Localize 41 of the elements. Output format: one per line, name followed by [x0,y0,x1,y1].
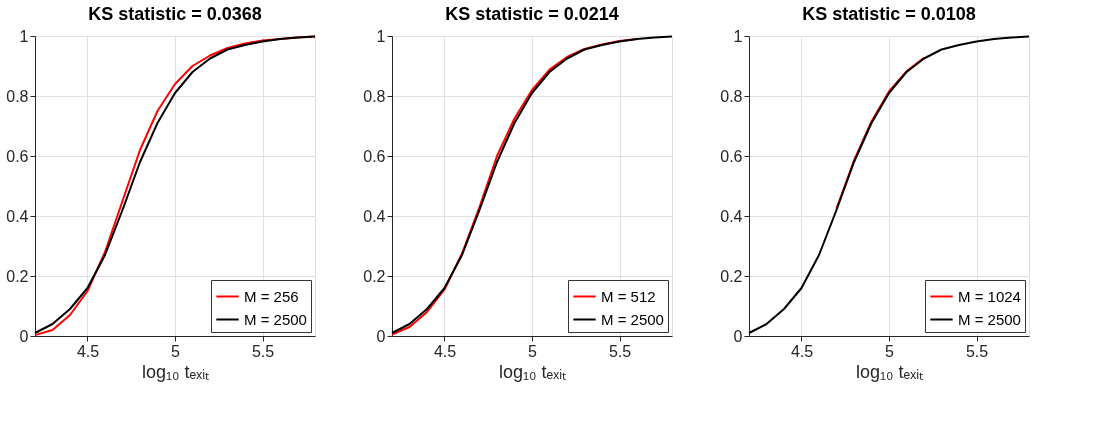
y-tick-label: 0 [733,327,743,345]
y-tick-label: 0.8 [6,87,29,105]
y-tick-label: 1 [19,27,29,45]
chart-title: KS statistic = 0.0368 [88,4,262,24]
y-tick-label: 0.4 [363,207,386,225]
legend-label: M = 256 [244,287,299,305]
y-tick-label: 0.2 [720,267,743,285]
legend-label: M = 512 [601,287,656,305]
y-tick-label: 0.6 [363,147,386,165]
y-tick-label: 0.4 [720,207,743,225]
legend-label: M = 1024 [958,287,1021,305]
x-tick-label: 5 [171,342,181,360]
x-tick-label: 5 [528,342,538,360]
y-tick-label: 0.2 [6,267,29,285]
x-axis-title: log₁₀ tₑₓᵢₜ [499,361,566,382]
x-tick-label: 5.5 [608,342,632,360]
x-tick-label: 5.5 [251,342,275,360]
chart-title: KS statistic = 0.0214 [445,4,619,24]
y-tick-label: 0 [19,327,29,345]
y-tick-label: 0.2 [363,267,386,285]
y-tick-label: 1 [733,27,743,45]
legend-label: M = 2500 [244,310,307,328]
y-tick-label: 0.4 [6,207,29,225]
legend-label: M = 2500 [601,310,664,328]
y-tick-label: 0.6 [720,147,743,165]
x-tick-label: 5.5 [965,342,989,360]
legend-label: M = 2500 [958,310,1021,328]
y-tick-label: 0 [376,327,386,345]
line-series [835,56,925,210]
x-axis-title: log₁₀ tₑₓᵢₜ [142,361,209,382]
x-tick-label: 4.5 [790,342,814,360]
y-tick-label: 0.6 [6,147,29,165]
x-axis-title: log₁₀ tₑₓᵢₜ [856,361,923,382]
y-tick-label: 1 [376,27,386,45]
x-tick-label: 5 [885,342,895,360]
line-series [748,35,1030,334]
x-tick-label: 4.5 [76,342,100,360]
y-tick-label: 0.8 [363,87,386,105]
x-tick-label: 4.5 [433,342,457,360]
y-tick-label: 0.8 [720,87,743,105]
chart-title: KS statistic = 0.0108 [802,4,976,24]
